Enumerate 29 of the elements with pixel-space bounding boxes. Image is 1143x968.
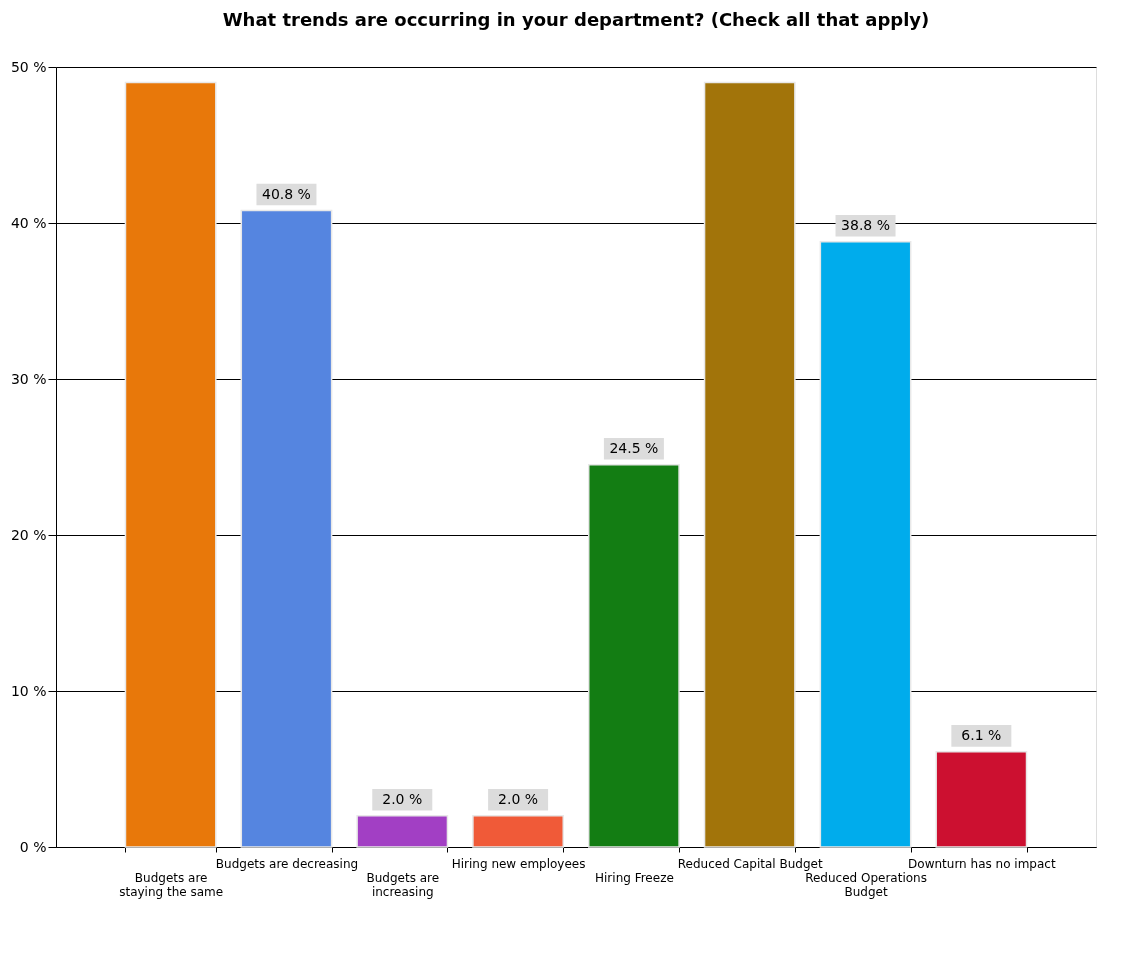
bar <box>819 240 912 848</box>
y-tick-label: 50 % <box>10 58 47 75</box>
data-label: 38.8 % <box>841 216 890 233</box>
x-tick-label: Reduced Operations Budget <box>805 870 927 899</box>
x-tick-label: Budgets are decreasing <box>215 856 359 871</box>
y-tick-label: 0 % <box>19 838 47 855</box>
x-tick-label: Reduced Capital Budget <box>677 856 823 871</box>
bar <box>356 815 449 848</box>
data-label: 2.0 % <box>382 790 423 807</box>
bar <box>935 751 1028 848</box>
bar <box>240 209 333 848</box>
x-tick-label: Hiring new employees <box>451 856 586 871</box>
data-label: 2.0 % <box>498 790 539 807</box>
x-tick-label: Budgets are staying the same <box>119 870 224 899</box>
bar <box>703 81 796 848</box>
data-label: 40.8 % <box>262 185 311 202</box>
data-label: 24.5 % <box>609 439 659 456</box>
y-tick-label: 20 % <box>10 526 47 543</box>
x-tick-label: Budgets are increasing <box>366 870 440 899</box>
x-tick-label: Hiring Freeze <box>595 870 674 885</box>
chart-title: What trends are occurring in your department? (Check all that apply) <box>222 9 930 30</box>
bar <box>472 815 565 848</box>
x-tick-label: Downturn has no impact <box>908 856 1056 871</box>
bar <box>587 464 680 848</box>
y-tick-label: 40 % <box>10 214 47 231</box>
bar <box>124 81 217 848</box>
data-label: 6.1 % <box>961 726 1002 743</box>
y-tick-label: 10 % <box>10 682 47 699</box>
y-tick-label: 30 % <box>10 370 47 387</box>
